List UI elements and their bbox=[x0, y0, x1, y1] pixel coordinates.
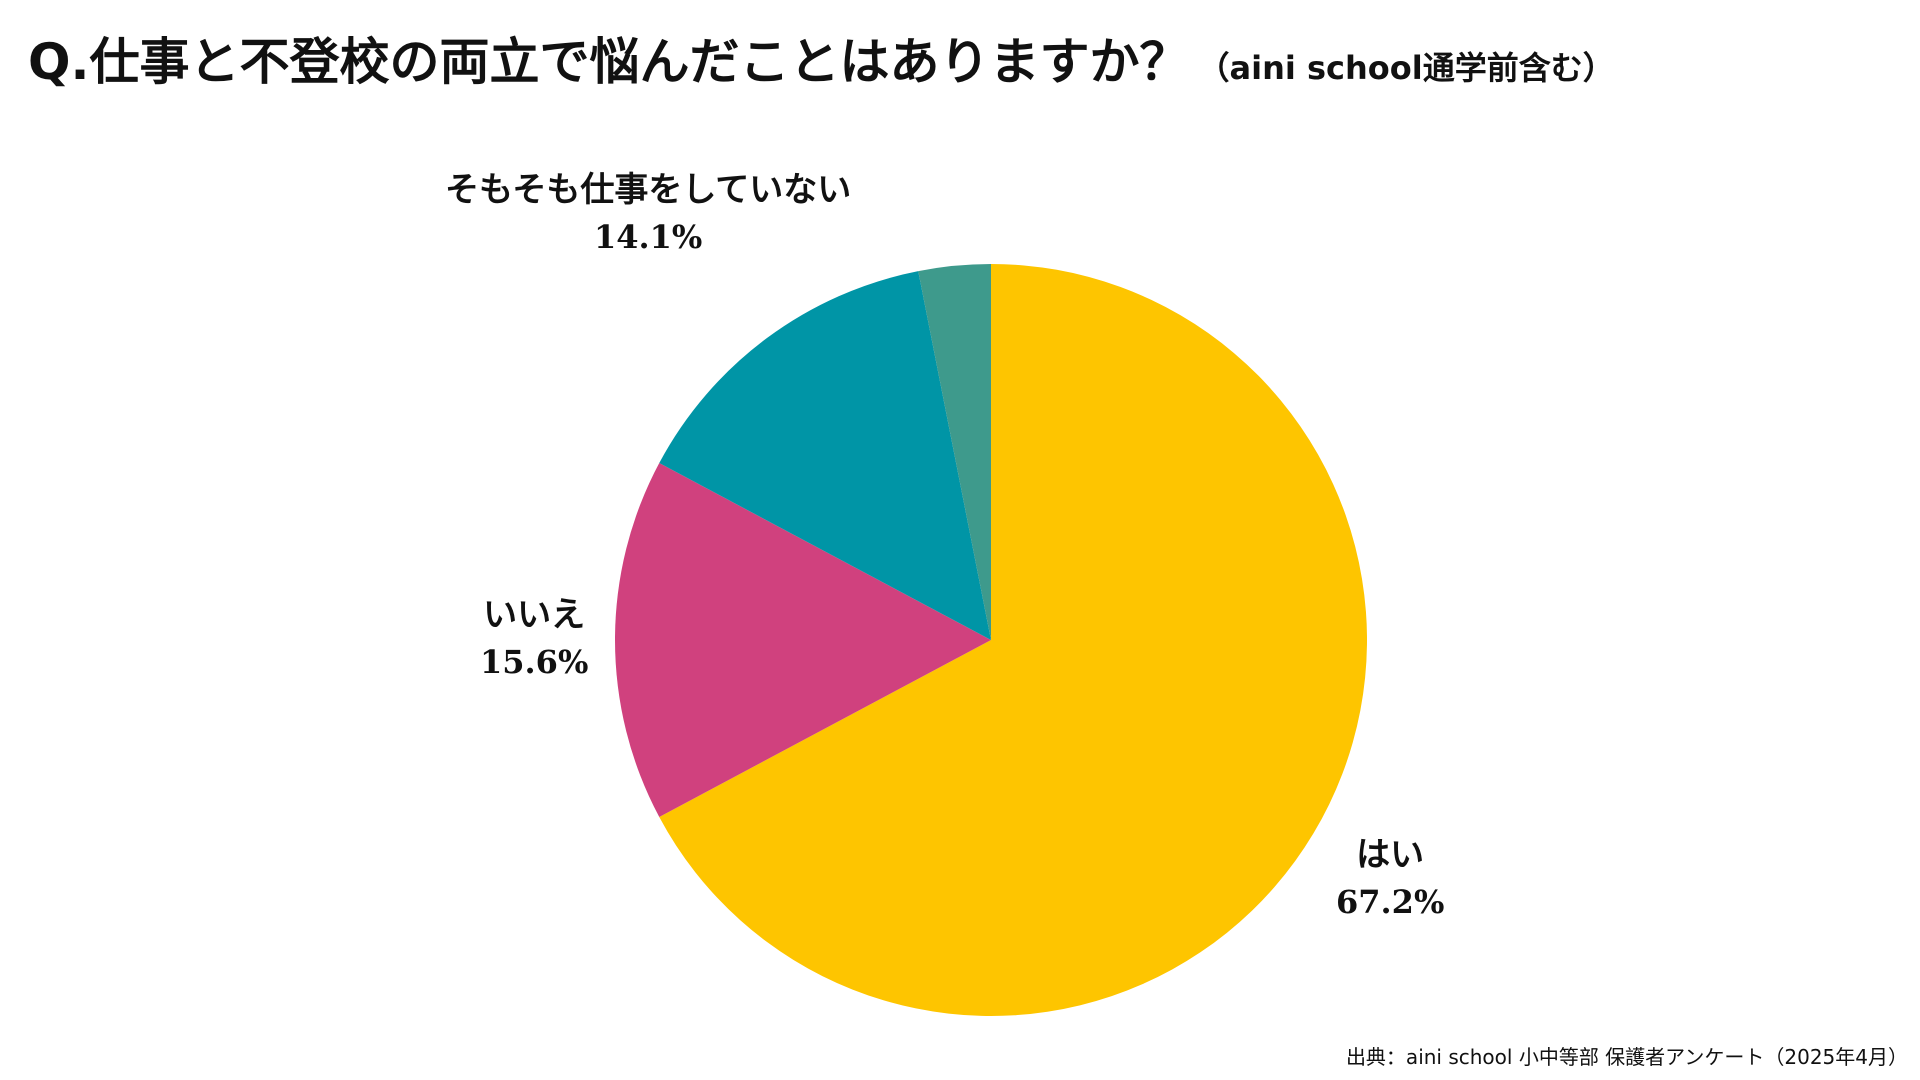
slice-name-yes: はい bbox=[1356, 835, 1425, 875]
chart-title: Q.仕事と不登校の両立で悩んだことはありますか？ （aini school通学前含… bbox=[28, 22, 1615, 94]
source-note: 出典：aini school 小中等部 保護者アンケート（2025年4月） bbox=[1345, 1045, 1908, 1069]
slice-name-no: いいえ bbox=[483, 595, 586, 635]
slice-value-yes: 67.2% bbox=[1336, 883, 1445, 921]
slice-value-not-working: 14.1% bbox=[593, 218, 703, 256]
slice-name-not-working: そもそも仕事をしていない bbox=[445, 170, 852, 210]
pie-slice-yes bbox=[659, 264, 1368, 1017]
slice-value-no: 15.6% bbox=[480, 643, 589, 681]
slice-label-yes: はい 67.2% bbox=[1336, 838, 1444, 918]
pie-slice-not-working bbox=[659, 271, 991, 640]
slice-label-not-working: そもそも仕事をしていない 14.1% bbox=[445, 173, 851, 253]
chart-title-note: （aini school通学前含む） bbox=[1197, 49, 1615, 87]
pie-slice-other bbox=[918, 264, 991, 640]
slice-label-no: いいえ 15.6% bbox=[480, 598, 588, 678]
chart-title-question: Q.仕事と不登校の両立で悩んだことはありますか？ bbox=[28, 33, 1190, 91]
pie-slice-no bbox=[615, 463, 991, 817]
